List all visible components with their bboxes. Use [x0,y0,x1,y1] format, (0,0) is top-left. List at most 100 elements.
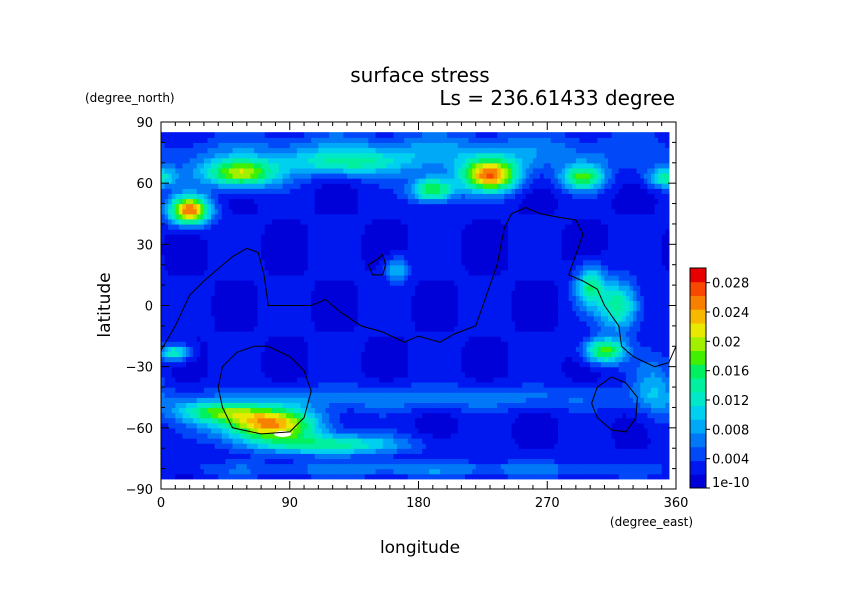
heatmap-cell [189,351,194,358]
heatmap-cell [175,392,180,398]
heatmap-cell [282,458,287,465]
heatmap-cell [186,356,191,363]
heatmap-cell [464,351,470,358]
heatmap-cell [536,341,541,347]
heatmap-cell [479,473,484,480]
heatmap-cell [507,427,513,434]
heatmap-cell [193,381,198,388]
heatmap-cell [289,315,294,322]
heatmap-cell [164,392,169,398]
heatmap-cell [293,346,298,352]
heatmap-cell [472,392,477,398]
heatmap-cell [547,443,552,449]
heatmap-cell [372,422,377,429]
heatmap-cell [650,422,656,429]
heatmap-cell [450,300,455,307]
heatmap-cell [561,341,566,347]
heatmap-cell [633,453,638,460]
heatmap-cell [636,397,641,403]
heatmap-cell [203,366,209,373]
heatmap-cell [346,361,352,368]
heatmap-cell [221,468,226,475]
heatmap-cell [561,438,566,444]
heatmap-cell [164,427,169,434]
heatmap-cell [171,417,176,424]
heatmap-cell [529,402,534,409]
heatmap-cell [482,473,488,480]
heatmap-cell [296,392,302,398]
heatmap-cell [654,412,659,419]
heatmap-cell [633,397,638,403]
heatmap-cell [479,427,484,434]
heatmap-cell [600,341,606,347]
heatmap-cell [318,402,323,409]
heatmap-cell [507,366,513,373]
heatmap-cell [500,427,505,434]
heatmap-cell [236,453,241,460]
heatmap-cell [561,417,566,424]
heatmap-cell [386,432,391,439]
heatmap-cell [364,361,370,368]
heatmap-cell [261,412,266,419]
heatmap-cell [382,310,387,317]
heatmap-cell [518,310,523,317]
heatmap-cell [540,392,545,398]
heatmap-cell [554,351,559,358]
heatmap-cell [225,458,230,465]
heatmap-cell [479,463,484,470]
heatmap-cell [411,341,416,347]
heatmap-cell [289,417,294,424]
heatmap-cell [532,407,538,414]
heatmap-cell [178,453,184,460]
heatmap-cell [439,310,445,317]
heatmap-cell [397,381,402,388]
heatmap-cell [375,468,380,475]
heatmap-cell [282,453,287,460]
heatmap-cell [482,330,488,337]
heatmap-cell [447,458,452,465]
heatmap-cell [575,356,581,363]
heatmap-cell [518,417,523,424]
heatmap-cell [565,463,570,470]
heatmap-cell [321,300,327,307]
heatmap-cell [189,330,194,337]
heatmap-cell [547,336,552,342]
heatmap-cell [268,473,273,480]
heatmap-cell [182,295,187,302]
heatmap-cell [307,361,312,368]
heatmap-cell [561,453,566,460]
heatmap-cell [364,463,370,470]
heatmap-cell [164,417,169,424]
heatmap-cell [296,381,302,388]
heatmap-cell [189,376,194,383]
heatmap-cell [629,427,634,434]
heatmap-cell [568,448,573,454]
heatmap-cell [397,356,402,363]
heatmap-cell [200,295,205,302]
heatmap-cell [193,330,198,337]
heatmap-cell [271,453,277,460]
heatmap-cell [368,392,373,398]
heatmap-cell [436,402,441,409]
heatmap-cell [364,336,370,342]
heatmap-cell [343,341,348,347]
heatmap-cell [647,310,652,317]
heatmap-cell [597,305,602,312]
heatmap-cell [275,387,280,393]
heatmap-cell [404,366,409,373]
heatmap-cell [625,443,631,449]
heatmap-cell [343,300,348,307]
heatmap-cell [554,417,559,424]
heatmap-cell [543,427,548,434]
heatmap-cell [579,366,584,373]
heatmap-cell [300,438,305,444]
heatmap-cell [550,407,556,414]
heatmap-cell [472,320,477,327]
heatmap-cell [422,438,427,444]
heatmap-cell [386,448,391,454]
heatmap-cell [658,392,663,398]
heatmap-cell [550,417,556,424]
heatmap-cell [414,443,420,449]
heatmap-cell [286,392,291,398]
heatmap-cell [475,453,480,460]
